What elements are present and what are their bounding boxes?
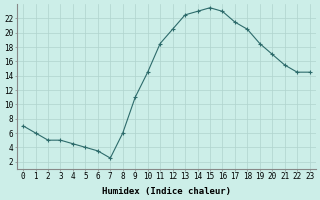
X-axis label: Humidex (Indice chaleur): Humidex (Indice chaleur) [102, 187, 231, 196]
